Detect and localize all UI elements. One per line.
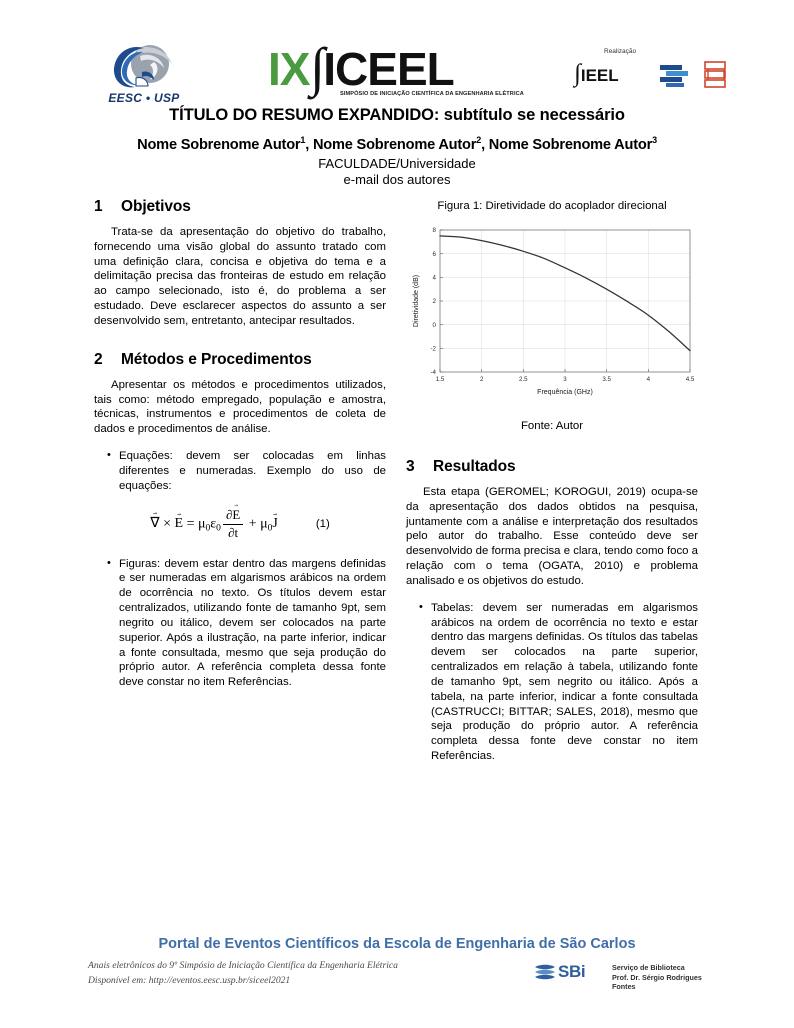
sbi-emblem-icon [535, 964, 555, 980]
svg-text:2: 2 [480, 376, 484, 383]
footer-line-1: Anais eletrônicos do 9º Simpósio de Inic… [88, 960, 398, 971]
sbi-subtitle-2: Prof. Dr. Sérgio Rodrigues Fontes [612, 973, 702, 991]
svg-text:3: 3 [563, 376, 567, 383]
figuras-bullet-list: Figuras: devem estar dentro das margens … [94, 556, 386, 690]
bullet-figuras: Figuras: devem estar dentro das margens … [107, 556, 386, 690]
eesc-usp-wordmark: EESC • USP [108, 91, 180, 105]
figure-1-source: Fonte: Autor [520, 420, 584, 432]
svg-text:4: 4 [433, 275, 437, 282]
siceel-ix-text: IX [268, 43, 310, 95]
equation-1-expression: ∇ × E = μ0ε0∂E∂t + μ0J [150, 508, 278, 541]
left-column: 1 Objetivos Trata-se da apresentação do o… [94, 198, 386, 700]
authors-line: Nome Sobrenome Autor1, Nome Sobrenome Au… [60, 135, 734, 153]
sbi-wordmark: SBi [558, 962, 586, 981]
page-header: EESC • USP IX∫ICEEL SIMPÓSIO DE INICIAÇÃ… [0, 18, 794, 105]
fieel-logo: ∫IEEL [574, 60, 619, 88]
svg-text:-2: -2 [430, 346, 436, 353]
svg-text:2.5: 2.5 [519, 376, 528, 383]
author-1: Nome Sobrenome Autor [137, 136, 301, 153]
sponsor-blue-logo-icon [660, 65, 688, 87]
siceel-subtitle: SIMPÓSIO DE INICIAÇÃO CIENTÍFICA DA ENGE… [340, 91, 524, 97]
equation-1-number: (1) [315, 518, 330, 531]
metodos-bullet-list: Equações: devem ser colocadas em linhas … [94, 448, 386, 493]
footer-line-2: Disponível em: http://eventos.eesc.usp.b… [88, 975, 291, 986]
page-title: TÍTULO DO RESUMO EXPANDIDO: subtítulo se… [169, 106, 625, 124]
siceel-wordmark: IX∫ICEEL [268, 40, 488, 94]
siceel-name-text: ICEEL [323, 43, 454, 95]
author-1-affiliation-marker: 1 [300, 135, 306, 145]
resultados-bullet-list: Tabelas: devem ser numeradas em algarism… [406, 600, 698, 764]
title-block: TÍTULO DO RESUMO EXPANDIDO: subtítulo se… [60, 106, 734, 187]
realizacao-block: Realização ∫IEEL [556, 48, 726, 106]
svg-text:Diretividade (dB): Diretividade (dB) [413, 275, 420, 327]
svg-text:2: 2 [433, 298, 437, 305]
svg-text:8: 8 [433, 227, 437, 234]
section-heading-metodos: 2 Métodos e Procedimentos [94, 351, 386, 369]
svg-text:0: 0 [433, 322, 437, 329]
svg-text:3.5: 3.5 [602, 376, 611, 383]
author-2: , Nome Sobrenome Autor [305, 136, 477, 153]
realizacao-label: Realização [604, 48, 637, 55]
svg-text:Frequência (GHz): Frequência (GHz) [537, 389, 593, 396]
email-line: e-mail dos autores [343, 171, 451, 187]
right-column: Figura 1: Diretividade do acoplador dire… [406, 198, 698, 774]
author-3: , Nome Sobrenome Autor [481, 136, 653, 153]
affiliation-line: FACULDADE/Universidade [318, 155, 476, 171]
section-title-1: Objetivos [121, 198, 191, 215]
author-3-affiliation-marker: 3 [652, 135, 657, 145]
author-2-affiliation-marker: 2 [476, 135, 482, 145]
section-heading-objetivos: 1 Objetivos [94, 198, 386, 216]
sbi-logo: SBi Serviço de Biblioteca Prof. Dr. Sérg… [534, 962, 724, 991]
section-number-1: 1 [94, 198, 103, 215]
bullet-equacoes: Equações: devem ser colocadas em linhas … [107, 448, 386, 493]
equation-row-1: ∇ × E = μ0ε0∂E∂t + μ0J (1) [94, 508, 386, 541]
svg-text:6: 6 [433, 251, 437, 258]
section-title-3: Resultados [433, 458, 516, 475]
siceel-integral-glyph: ∫ [309, 37, 324, 97]
bullet-tabelas: Tabelas: devem ser numeradas em algarism… [419, 600, 698, 764]
svg-text:4.5: 4.5 [686, 376, 695, 383]
sponsor-red-logo-icon [704, 61, 726, 88]
footer-title: Portal de Eventos Científicos da Escola … [158, 936, 636, 952]
fieel-integral-glyph: ∫ [574, 60, 581, 87]
eesc-usp-logo: EESC • USP [88, 42, 200, 110]
svg-text:-4: -4 [430, 369, 436, 376]
svg-text:4: 4 [647, 376, 651, 383]
section-title-2: Métodos e Procedimentos [121, 350, 312, 368]
directivity-line-chart: 1.5 2 2.5 3 3.5 4 4.5 8 6 4 2 0 -2 -4 Frequência (GHz)… [413, 227, 695, 396]
figure-1-caption: Figura 1: Diretividade do acoplador dire… [437, 200, 667, 212]
siceel-logo: IX∫ICEEL SIMPÓSIO DE INICIAÇÃO CIENTÍFIC… [268, 40, 524, 106]
section-number-2: 2 [94, 350, 103, 368]
sbi-subtitle-1: Serviço de Biblioteca [612, 963, 685, 972]
section-heading-resultados: 3 Resultados [406, 458, 698, 476]
eesc-emblem-icon [113, 45, 172, 88]
page-footer: Portal de Eventos Científicos da Escola … [0, 932, 794, 1028]
paragraph-resultados: Esta etapa (GEROMEL; KOROGUI, 2019) ocup… [406, 486, 698, 587]
fieel-name-text: IEEL [580, 66, 619, 85]
paragraph-objetivos: Trata-se da apresentação do objetivo do … [94, 226, 386, 327]
paragraph-metodos: Apresentar os métodos e procedimentos ut… [94, 378, 386, 436]
svg-text:1.5: 1.5 [436, 376, 445, 383]
figure-1-chart: 1.5 2 2.5 3 3.5 4 4.5 8 6 4 2 0 -2 -4 Frequência (GHz)… [406, 220, 698, 412]
section-number-3: 3 [406, 458, 415, 475]
